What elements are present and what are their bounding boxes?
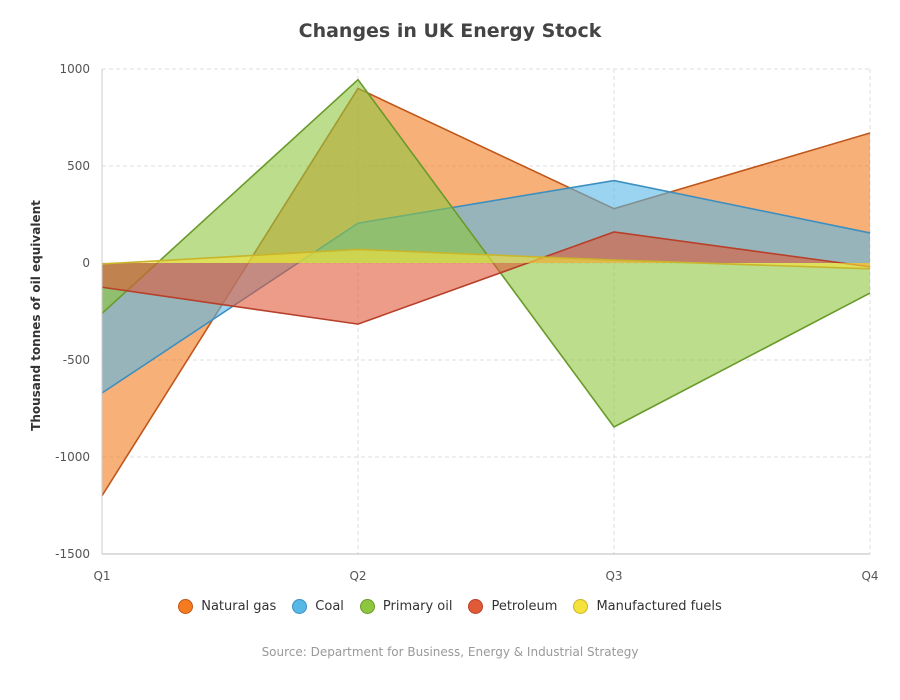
legend-item-petroleum[interactable]: Petroleum bbox=[468, 599, 557, 614]
y-tick-label: 500 bbox=[67, 159, 90, 173]
legend-item-primary-oil[interactable]: Primary oil bbox=[359, 599, 453, 614]
series-line-petroleum bbox=[101, 231, 871, 325]
legend-swatch-icon bbox=[573, 599, 589, 614]
series-area-manufactured-fuels bbox=[102, 249, 870, 269]
legend-swatch-icon bbox=[178, 599, 194, 614]
series-line-manufactured-fuels bbox=[101, 248, 871, 270]
legend-label: Coal bbox=[315, 599, 344, 614]
legend-label: Manufactured fuels bbox=[596, 599, 722, 614]
legend-swatch-icon bbox=[468, 599, 484, 614]
legend-swatch-icon bbox=[359, 599, 375, 614]
legend-label: Natural gas bbox=[201, 599, 277, 614]
chart-title: Changes in UK Energy Stock bbox=[298, 20, 602, 42]
legend-item-manufactured-fuels[interactable]: Manufactured fuels bbox=[573, 599, 722, 614]
legend-swatch-icon bbox=[292, 599, 308, 614]
legend-label: Petroleum bbox=[491, 599, 558, 614]
legend-label: Primary oil bbox=[382, 599, 453, 614]
x-tick-label: Q4 bbox=[861, 569, 878, 583]
x-tick-label: Q3 bbox=[605, 569, 622, 583]
series-area-petroleum bbox=[102, 231, 870, 325]
source-note: Source: Department for Business, Energy … bbox=[261, 645, 639, 659]
y-tick-label: 0 bbox=[82, 256, 90, 270]
series-line-coal bbox=[101, 179, 871, 394]
y-axis-label: Thousand tonnes of oil equivalent bbox=[29, 200, 43, 431]
series-layer bbox=[101, 78, 871, 497]
x-tick-label: Q1 bbox=[93, 569, 110, 583]
y-tick-label: -1500 bbox=[55, 547, 90, 561]
y-tick-label: -500 bbox=[63, 353, 90, 367]
y-tick-label: 1000 bbox=[59, 62, 90, 76]
legend-item-coal[interactable]: Coal bbox=[292, 599, 344, 614]
series-line-primary-oil bbox=[101, 78, 871, 428]
legend-item-natural-gas[interactable]: Natural gas bbox=[178, 599, 276, 614]
y-tick-label: -1000 bbox=[55, 450, 90, 464]
legend: Natural gas Coal Primary oil Petroleum Manuf… bbox=[0, 599, 900, 614]
series-area-coal bbox=[102, 180, 870, 393]
x-tick-label: Q2 bbox=[349, 569, 366, 583]
